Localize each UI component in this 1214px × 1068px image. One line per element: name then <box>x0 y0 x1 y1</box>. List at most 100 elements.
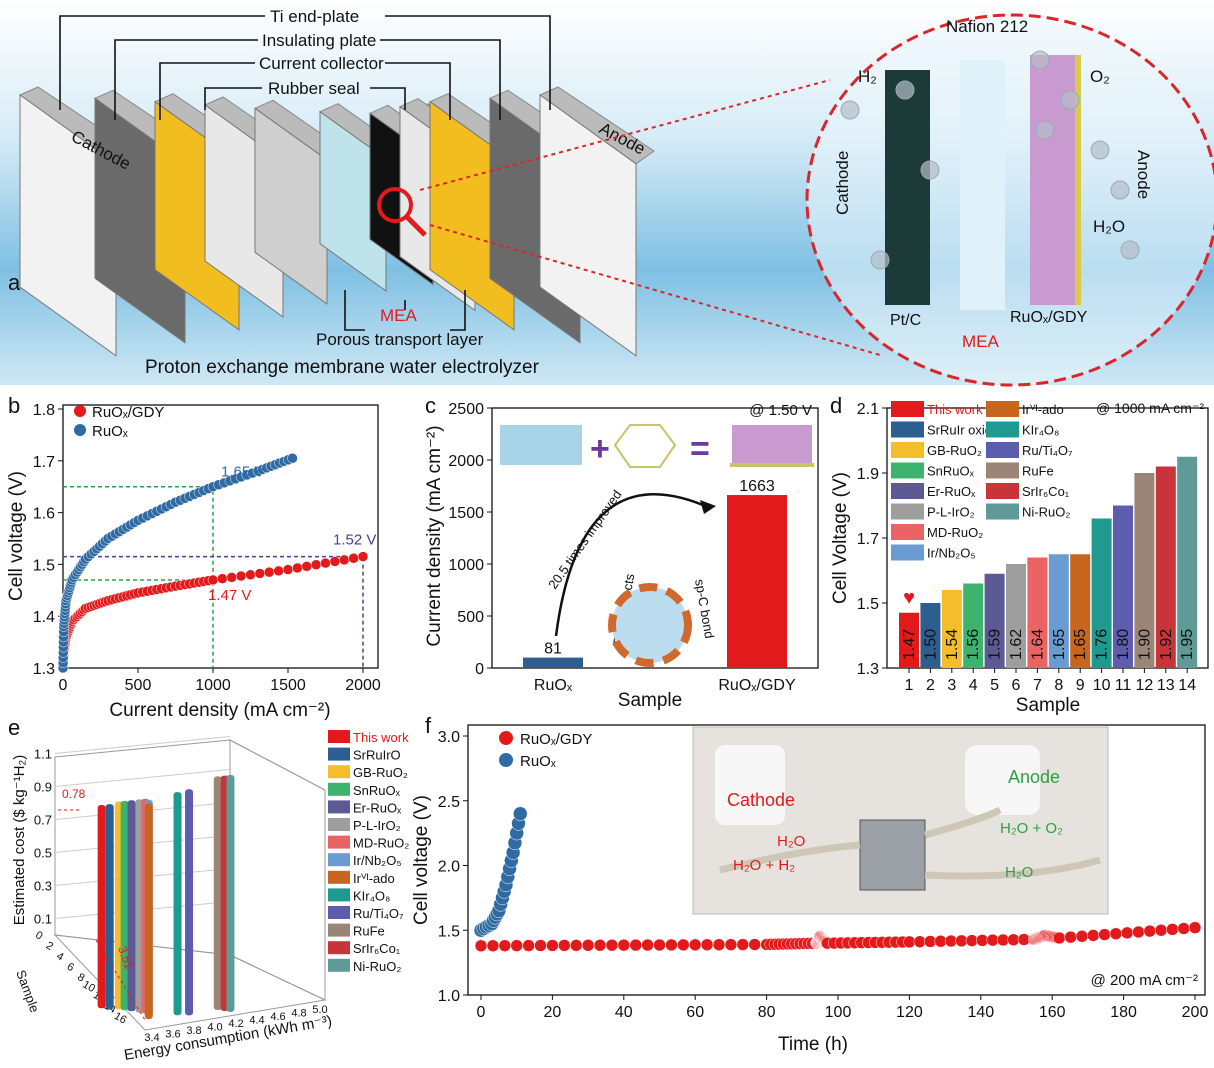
x-tick-label: 3.4 <box>144 1032 159 1044</box>
data-point <box>1132 925 1145 939</box>
gdy-swirl-image <box>608 583 692 667</box>
condition-label: @ 200 mA cm⁻² <box>1091 972 1198 989</box>
legend-label: SrIr₆Co₁ <box>1022 484 1070 499</box>
data-point <box>1177 922 1190 935</box>
y-tick-label: 1.9 <box>857 466 879 483</box>
arrow-head <box>700 500 716 514</box>
y-axis-label: Cell voltage (V) <box>6 471 27 601</box>
legend-swatch <box>891 442 924 458</box>
x-tick-label: 2 <box>926 677 935 694</box>
data-point <box>617 938 631 952</box>
plus-sign: + <box>590 430 610 468</box>
inset-h2o-o2-label: H₂O + O₂ <box>1000 820 1063 837</box>
legend-label: Ir/Nb₂O₅ <box>927 546 976 561</box>
x-tick-label: 4.2 <box>228 1018 243 1030</box>
legend-label: Ni-RuO₂ <box>353 959 401 974</box>
legend-swatch <box>986 462 1019 479</box>
data-point <box>1109 927 1123 940</box>
legend-label: This work <box>927 402 983 417</box>
x-tick-label: 100 <box>825 1004 852 1021</box>
bubble <box>895 80 915 100</box>
series-1 <box>57 452 298 674</box>
cathode-pump <box>715 745 785 825</box>
label-ruox-gdy: RuOₓ/GDY <box>1010 309 1088 326</box>
legend-label: RuOₓ/GDY <box>520 731 592 748</box>
legend-label: This work <box>353 730 409 745</box>
x-tick-label: 8 <box>1054 677 1063 694</box>
data-point <box>287 452 298 464</box>
label-current-collector: Current collector <box>259 54 384 73</box>
panel-b: b 1.3 1.4 1.5 1.6 1.7 1.8 0 500 1000 1500 2000 Curre… <box>6 393 381 721</box>
bar-value-label: 1.76 <box>1094 629 1111 660</box>
y-tick-label: 1.3 <box>857 661 879 678</box>
y-tick-label: 1.8 <box>33 402 55 419</box>
bubble <box>870 250 890 270</box>
gdy-layer <box>1075 55 1081 305</box>
x-tick-label: 11 <box>1115 677 1132 694</box>
y-tick-label: 1.3 <box>33 661 55 678</box>
legend-swatch <box>328 818 350 831</box>
data-point <box>329 556 341 567</box>
annotation-sp-c-bond: sp-C bond <box>692 578 717 640</box>
panel-a: a Ti end-plate Insulating plate Current … <box>0 0 1214 387</box>
legend-marker <box>74 405 86 417</box>
x-tick-label: 1 <box>905 677 914 694</box>
legend-label: SrRuIrO <box>353 748 401 763</box>
label-zoom-anode: Anode <box>1134 150 1153 199</box>
bubble <box>1030 50 1050 70</box>
legend-label: SnRuOₓ <box>927 464 975 479</box>
legend-label: Er-RuOₓ <box>927 484 976 499</box>
legend-swatch <box>328 765 350 779</box>
gdy-substrate <box>730 463 814 467</box>
y-tick-label: 4 <box>54 950 65 963</box>
bar-sample-6 <box>1006 564 1026 668</box>
annotation-guides <box>58 809 146 1021</box>
bar-1 <box>727 495 787 668</box>
bubble <box>1120 240 1140 260</box>
label-nafion: Nafion 212 <box>946 17 1028 36</box>
x-tick-label: 4.6 <box>270 1011 285 1023</box>
guide-lines-green <box>63 485 214 668</box>
legend-label: KIr₄O₈ <box>1022 423 1059 438</box>
data-point <box>724 938 738 951</box>
y-tick-label: 1.6 <box>33 506 55 523</box>
guide-lines-purple <box>63 555 364 668</box>
data-point <box>282 564 294 575</box>
inset-anode-label: Anode <box>1008 767 1060 787</box>
z-tick-label: 0.5 <box>34 846 52 861</box>
legend-swatch <box>986 483 1019 499</box>
x-tick-label: 0 <box>477 1004 486 1021</box>
data-point <box>605 938 619 952</box>
legend-marker <box>499 731 513 745</box>
x-tick-label: 3.8 <box>186 1025 201 1037</box>
bar-value-label: 1.92 <box>1158 629 1175 660</box>
label-mea: MEA <box>380 306 418 325</box>
y-tick-label: 2000 <box>448 453 484 470</box>
y-tick-label: 3.0 <box>438 729 460 746</box>
panel-letter-d: d <box>830 393 842 418</box>
data-point <box>1120 926 1134 940</box>
tubes <box>719 806 1101 880</box>
series-1 <box>473 806 528 938</box>
x-tick-label: 200 <box>1182 1004 1209 1021</box>
legend-label: Ru/Ti₄O₇ <box>353 906 404 921</box>
y-tick-label: 8 <box>75 971 86 984</box>
panel-letter-e: e <box>8 715 20 740</box>
x-tick-label: 5 <box>990 677 999 694</box>
x-tick-label: 4 <box>969 677 978 694</box>
right-wall <box>229 739 326 1001</box>
data-point <box>1154 924 1168 937</box>
legend-swatch <box>328 941 350 955</box>
ruox-lattice-image <box>500 425 582 465</box>
data-point <box>513 806 528 821</box>
data-point <box>712 938 726 951</box>
data-point <box>310 559 322 570</box>
value-annotation: 1.65 V <box>221 464 264 481</box>
bar-value-label: 81 <box>544 641 562 658</box>
x-axis-label: Current density (mA cm⁻²) <box>109 700 330 721</box>
pt-c-layer <box>885 70 930 305</box>
legend-swatch <box>328 853 350 867</box>
value-annotation: 1.47 V <box>208 587 251 604</box>
improvement-arrow <box>554 492 711 637</box>
